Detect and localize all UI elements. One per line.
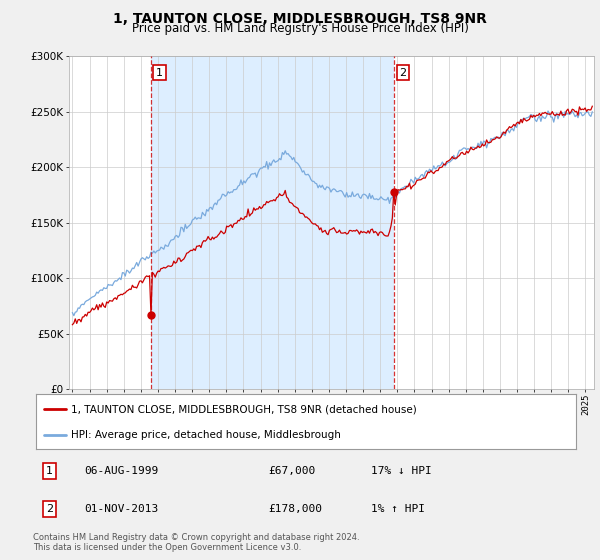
Text: £178,000: £178,000 [268, 504, 322, 514]
Text: Contains HM Land Registry data © Crown copyright and database right 2024.: Contains HM Land Registry data © Crown c… [33, 533, 359, 542]
Text: 2: 2 [46, 504, 53, 514]
Text: 17% ↓ HPI: 17% ↓ HPI [371, 466, 431, 476]
Text: £67,000: £67,000 [268, 466, 316, 476]
Text: 1% ↑ HPI: 1% ↑ HPI [371, 504, 425, 514]
Text: 06-AUG-1999: 06-AUG-1999 [85, 466, 159, 476]
Text: 1, TAUNTON CLOSE, MIDDLESBROUGH, TS8 9NR: 1, TAUNTON CLOSE, MIDDLESBROUGH, TS8 9NR [113, 12, 487, 26]
Text: 1: 1 [46, 466, 53, 476]
Text: 1, TAUNTON CLOSE, MIDDLESBROUGH, TS8 9NR (detached house): 1, TAUNTON CLOSE, MIDDLESBROUGH, TS8 9NR… [71, 404, 417, 414]
Text: 01-NOV-2013: 01-NOV-2013 [85, 504, 159, 514]
Text: Price paid vs. HM Land Registry's House Price Index (HPI): Price paid vs. HM Land Registry's House … [131, 22, 469, 35]
Text: This data is licensed under the Open Government Licence v3.0.: This data is licensed under the Open Gov… [33, 543, 301, 552]
Bar [151, 56, 394, 389]
Text: 2: 2 [400, 68, 407, 78]
Text: HPI: Average price, detached house, Middlesbrough: HPI: Average price, detached house, Midd… [71, 431, 341, 440]
Text: 1: 1 [156, 68, 163, 78]
